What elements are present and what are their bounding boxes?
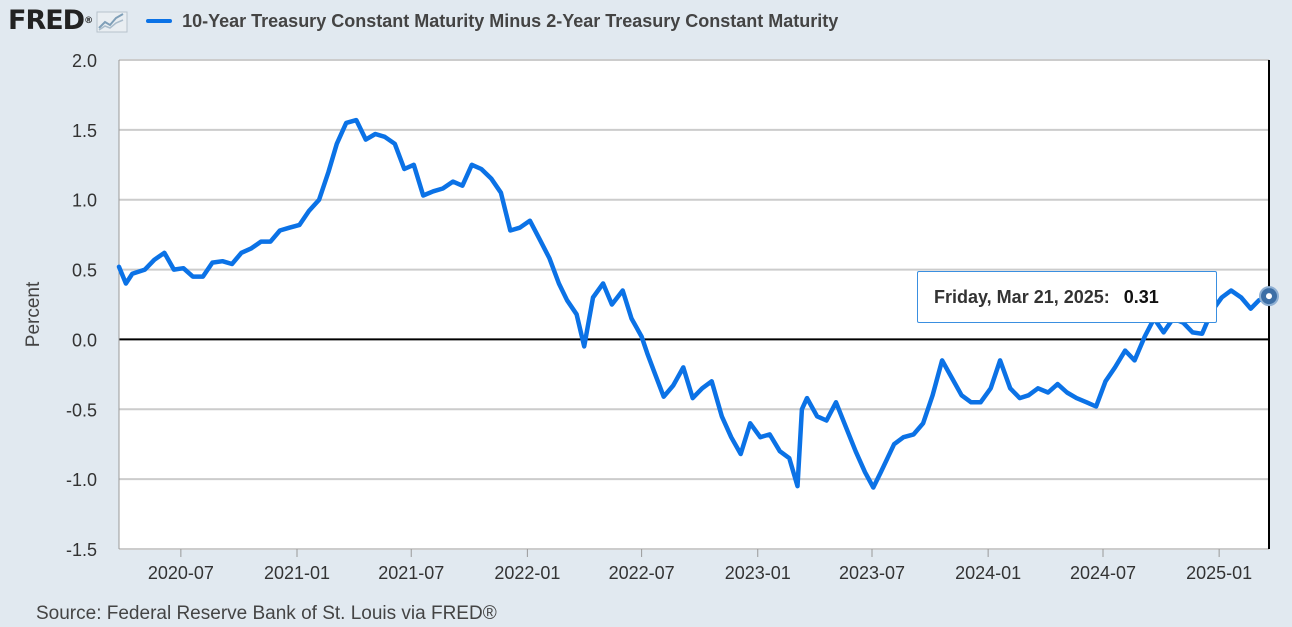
chart-header: FRED® 10-Year Treasury Constant Maturity… xyxy=(8,6,838,36)
y-tick-label: 0.0 xyxy=(72,330,97,350)
series-legend-swatch xyxy=(146,19,173,23)
x-tick-label: 2022-07 xyxy=(609,563,675,583)
x-tick-label: 2020-07 xyxy=(148,563,214,583)
y-tick-label: -1.0 xyxy=(66,470,97,490)
y-tick-label: 1.5 xyxy=(72,121,97,141)
y-tick-label: -1.5 xyxy=(66,540,97,560)
x-tick-label: 2023-01 xyxy=(725,563,791,583)
tooltip-value: 0.31 xyxy=(1123,286,1159,307)
series-legend-label: 10-Year Treasury Constant Maturity Minus… xyxy=(182,10,839,31)
x-tick-label: 2024-01 xyxy=(955,563,1021,583)
y-axis-title: Percent xyxy=(23,281,44,347)
y-tick-label: -0.5 xyxy=(66,400,97,420)
logo-registered-mark: ® xyxy=(84,16,93,26)
logo-text: FRED xyxy=(8,5,85,36)
x-tick-label: 2021-07 xyxy=(378,563,444,583)
x-tick-label: 2025-01 xyxy=(1186,563,1252,583)
y-tick-label: 1.0 xyxy=(72,191,97,211)
hover-marker-center xyxy=(1266,293,1272,300)
x-tick-label: 2023-07 xyxy=(839,563,905,583)
line-chart-icon xyxy=(96,11,128,33)
y-tick-label: 2.0 xyxy=(72,51,97,71)
source-note: Source: Federal Reserve Bank of St. Loui… xyxy=(36,603,497,624)
x-tick-label: 2024-07 xyxy=(1070,563,1136,583)
y-tick-label: 0.5 xyxy=(72,261,97,281)
fred-logo[interactable]: FRED® xyxy=(8,5,93,36)
data-tooltip: Friday, Mar 21, 2025: 0.31 xyxy=(917,271,1217,323)
x-tick-label: 2021-01 xyxy=(264,563,330,583)
series-line xyxy=(116,117,1272,490)
tooltip-date: Friday, Mar 21, 2025: xyxy=(934,286,1110,307)
x-tick-label: 2022-01 xyxy=(494,563,560,583)
